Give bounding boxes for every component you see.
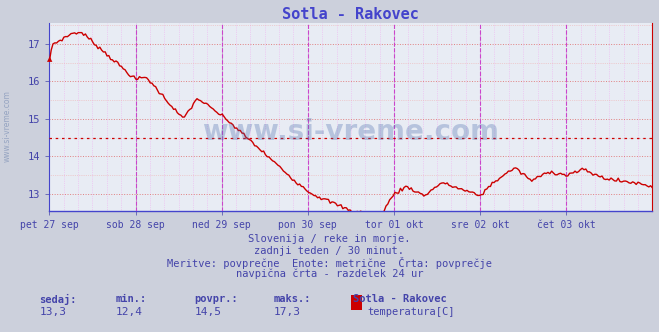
Text: Slovenija / reke in morje.: Slovenija / reke in morje.: [248, 234, 411, 244]
Text: 13,3: 13,3: [40, 307, 67, 317]
Text: temperatura[C]: temperatura[C]: [368, 307, 455, 317]
Text: zadnji teden / 30 minut.: zadnji teden / 30 minut.: [254, 246, 405, 256]
Title: Sotla - Rakovec: Sotla - Rakovec: [283, 7, 419, 22]
Text: 17,3: 17,3: [273, 307, 301, 317]
Text: povpr.:: povpr.:: [194, 294, 238, 304]
Text: Sotla - Rakovec: Sotla - Rakovec: [353, 294, 446, 304]
Text: navpična črta - razdelek 24 ur: navpična črta - razdelek 24 ur: [236, 269, 423, 280]
Text: www.si-vreme.com: www.si-vreme.com: [3, 90, 12, 162]
Text: ▲: ▲: [47, 56, 52, 62]
Text: 14,5: 14,5: [194, 307, 221, 317]
Text: 12,4: 12,4: [115, 307, 142, 317]
Text: sedaj:: sedaj:: [40, 294, 77, 305]
Text: maks.:: maks.:: [273, 294, 311, 304]
Text: Meritve: povprečne  Enote: metrične  Črta: povprečje: Meritve: povprečne Enote: metrične Črta:…: [167, 257, 492, 269]
Text: www.si-vreme.com: www.si-vreme.com: [202, 118, 500, 146]
Text: min.:: min.:: [115, 294, 146, 304]
